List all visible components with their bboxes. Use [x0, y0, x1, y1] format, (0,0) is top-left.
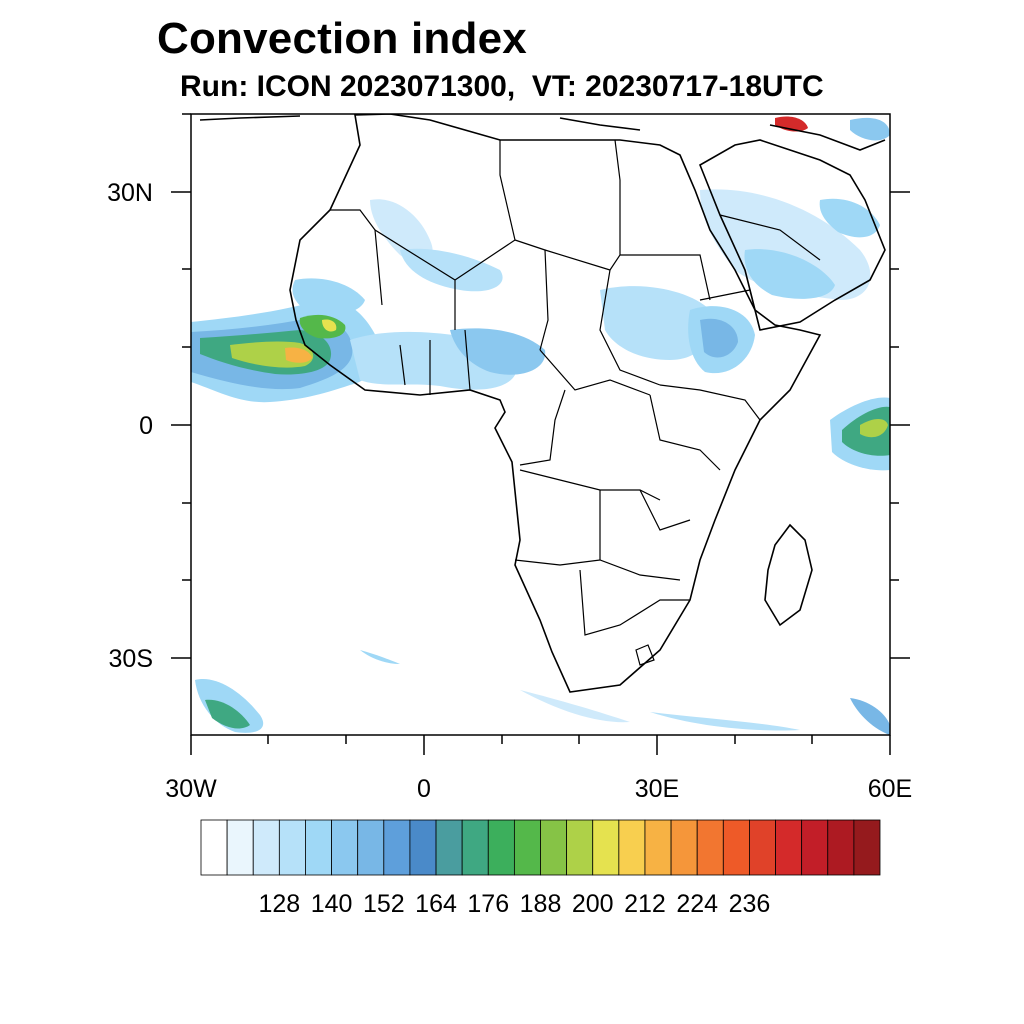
- colorbar-swatch: [461, 819, 489, 876]
- colorbar-label: 140: [311, 890, 353, 918]
- colorbar-swatch: [409, 819, 437, 876]
- colorbar-label: 224: [676, 890, 718, 918]
- chart-subtitle: Run: ICON 2023071300, VT: 20230717-18UTC: [180, 70, 824, 103]
- colorbar-swatch: [618, 819, 646, 876]
- lon-label-30w: 30W: [165, 775, 217, 803]
- colorbar-swatch: [827, 819, 855, 876]
- colorbar-label: 176: [467, 890, 509, 918]
- colorbar-label: 236: [729, 890, 771, 918]
- colorbar-swatch: [801, 819, 829, 876]
- colorbar-swatch: [226, 819, 254, 876]
- colorbar-label: 188: [520, 890, 562, 918]
- colorbar-swatch: [566, 819, 594, 876]
- colorbar-swatch: [670, 819, 698, 876]
- colorbar-label: 164: [415, 890, 457, 918]
- colorbar: [200, 819, 881, 876]
- colorbar-swatch: [722, 819, 750, 876]
- colorbar-labels: 128 140 152 164 176 188 200 212 224 236: [258, 890, 770, 918]
- lat-label-30s: 30S: [109, 645, 153, 673]
- colorbar-swatch: [305, 819, 332, 876]
- colorbar-swatch: [357, 819, 385, 876]
- colorbar-swatch: [853, 819, 881, 876]
- colorbar-swatch: [513, 819, 541, 876]
- colorbar-label: 152: [363, 890, 405, 918]
- lat-label-0: 0: [139, 412, 153, 440]
- chart-title: Convection index: [157, 14, 527, 63]
- colorbar-swatch: [644, 819, 672, 876]
- colorbar-swatch: [749, 819, 776, 876]
- lon-label-30e: 30E: [635, 775, 679, 803]
- colorbar-label: 212: [624, 890, 666, 918]
- colorbar-swatch: [435, 819, 463, 876]
- colorbar-swatch: [383, 819, 411, 876]
- colorbar-swatch: [200, 819, 228, 876]
- colorbar-swatch: [331, 819, 359, 876]
- colorbar-swatch: [487, 819, 515, 876]
- lon-label-60e: 60E: [868, 775, 912, 803]
- colorbar-swatch: [592, 819, 620, 876]
- country-borders: [330, 139, 821, 666]
- colorbar-swatch: [278, 819, 306, 876]
- convection-field: [191, 116, 890, 735]
- lon-label-0: 0: [417, 775, 431, 803]
- axis-ticks: [171, 113, 910, 755]
- colorbar-swatch: [540, 819, 568, 876]
- colorbar-swatch: [775, 819, 803, 876]
- colorbar-swatch: [252, 819, 280, 876]
- lat-label-30n: 30N: [107, 179, 153, 207]
- colorbar-label: 200: [572, 890, 614, 918]
- colorbar-swatch: [696, 819, 724, 876]
- colorbar-label: 128: [258, 890, 300, 918]
- coastlines: [199, 114, 886, 693]
